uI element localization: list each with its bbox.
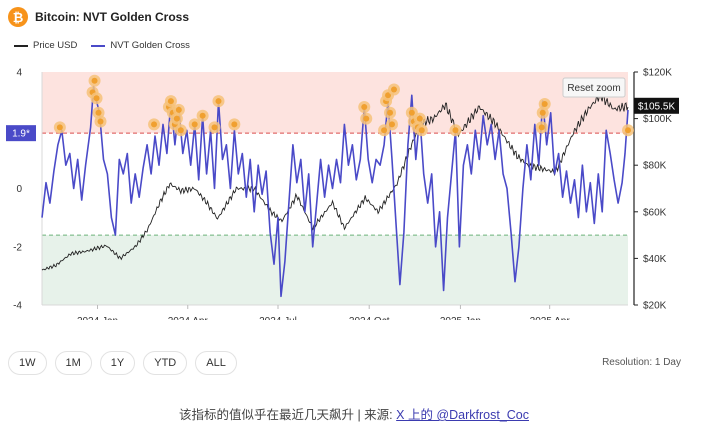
y-right-tick-label: $120K (643, 68, 672, 79)
band-1 (42, 235, 628, 305)
range-selector: 1W 1M 1Y YTD ALL (8, 351, 245, 375)
golden-cross-dot (174, 116, 180, 122)
golden-cross-marker (212, 95, 224, 107)
golden-cross-dot (387, 110, 393, 116)
x-tick-label: 2024 Apr (168, 316, 209, 320)
reset-zoom-button[interactable]: Reset zoom (563, 78, 625, 97)
chart-title: Bitcoin: NVT Golden Cross (35, 10, 189, 24)
golden-cross-marker (197, 110, 209, 122)
golden-cross-dot (417, 116, 423, 122)
legend-label-nvt: NVT Golden Cross (110, 40, 190, 51)
golden-cross-dot (215, 98, 221, 104)
golden-cross-marker (536, 121, 548, 133)
legend-item-price[interactable]: Price USD (14, 40, 77, 51)
golden-cross-dot (94, 95, 100, 101)
price-label: $105.5K (634, 98, 679, 114)
golden-cross-marker (175, 124, 187, 136)
chart-area: 420-2-4$120K$100K$80K$60K$40K$20K2024 Ja… (0, 60, 708, 320)
golden-cross-marker (209, 121, 221, 133)
golden-cross-dot (231, 121, 237, 127)
golden-cross-dot (192, 121, 198, 127)
golden-cross-dot (363, 116, 369, 122)
golden-cross-dot (361, 104, 367, 110)
x-tick-label: 2024 Jan (77, 316, 118, 320)
y-right-tick-label: $100K (643, 114, 672, 125)
range-button-1m[interactable]: 1M (55, 351, 92, 375)
golden-cross-marker (54, 121, 66, 133)
golden-cross-dot (98, 119, 104, 125)
x-tick-label: 2024 Oct (349, 316, 390, 320)
golden-cross-marker (622, 124, 634, 136)
caption-text: 该指标的值似乎在最近几天飙升 | 来源: (179, 408, 393, 422)
golden-cross-marker (95, 116, 107, 128)
legend-swatch-nvt (91, 45, 105, 47)
golden-cross-dot (176, 107, 182, 113)
golden-cross-marker (360, 113, 372, 125)
golden-cross-marker (228, 118, 240, 130)
golden-cross-dot (542, 101, 548, 107)
legend-label-price: Price USD (33, 40, 77, 51)
legend-swatch-price (14, 45, 28, 47)
golden-cross-dot (151, 121, 157, 127)
golden-cross-marker (539, 98, 551, 110)
golden-cross-dot (168, 98, 174, 104)
golden-cross-marker (173, 104, 185, 116)
golden-cross-dot (452, 127, 458, 133)
y-left-tick-label: -4 (13, 301, 22, 312)
golden-cross-dot (96, 110, 102, 116)
golden-cross-dot (419, 127, 425, 133)
y-right-tick-label: $20K (643, 301, 667, 312)
bitcoin-icon: ₿ (8, 7, 28, 27)
caption: 该指标的值似乎在最近几天飙升 | 来源: X 上的 @Darkfrost_Coc (0, 404, 708, 423)
x-tick-label: 2024 Jul (259, 316, 297, 320)
golden-cross-dot (200, 113, 206, 119)
golden-cross-marker (414, 113, 426, 125)
legend: Price USD NVT Golden Cross (14, 40, 204, 51)
golden-cross-marker (358, 101, 370, 113)
range-button-1w[interactable]: 1W (8, 351, 47, 375)
golden-cross-marker (91, 92, 103, 104)
y-right-tick-label: $80K (643, 161, 667, 172)
golden-cross-marker (416, 124, 428, 136)
x-tick-label: 2025 Jan (440, 316, 481, 320)
golden-cross-dot (389, 121, 395, 127)
golden-cross-marker (386, 118, 398, 130)
golden-cross-marker (449, 124, 461, 136)
threshold-label-text: 1.9* (12, 129, 30, 140)
source-link[interactable]: X 上的 @Darkfrost_Coc (396, 408, 529, 422)
golden-cross-dot (212, 124, 218, 130)
golden-cross-marker (384, 107, 396, 119)
x-tick-label: 2025 Apr (530, 316, 571, 320)
y-left-tick-label: 4 (16, 68, 22, 79)
threshold-label: 1.9* (6, 125, 36, 141)
golden-cross-dot (178, 127, 184, 133)
golden-cross-dot (57, 124, 63, 130)
golden-cross-dot (92, 78, 98, 84)
range-button-ytd[interactable]: YTD (143, 351, 187, 375)
price-label-text: $105.5K (638, 101, 676, 112)
range-button-all[interactable]: ALL (195, 351, 237, 375)
reset-zoom-label: Reset zoom (567, 83, 620, 94)
golden-cross-dot (391, 86, 397, 92)
y-right-tick-label: $60K (643, 207, 667, 218)
y-left-tick-label: 0 (16, 184, 22, 195)
legend-item-nvt[interactable]: NVT Golden Cross (91, 40, 190, 51)
golden-cross-dot (625, 127, 631, 133)
y-right-tick-label: $40K (643, 254, 667, 265)
golden-cross-dot (381, 127, 387, 133)
golden-cross-dot (540, 110, 546, 116)
golden-cross-dot (539, 124, 545, 130)
golden-cross-marker (148, 118, 160, 130)
range-button-1y[interactable]: 1Y (100, 351, 135, 375)
y-left-tick-label: -2 (13, 242, 22, 253)
chart-header: ₿ Bitcoin: NVT Golden Cross (8, 6, 189, 28)
golden-cross-dot (409, 110, 415, 116)
golden-cross-marker (89, 75, 101, 87)
golden-cross-marker (388, 83, 400, 95)
resolution-label: Resolution: 1 Day (602, 357, 681, 368)
